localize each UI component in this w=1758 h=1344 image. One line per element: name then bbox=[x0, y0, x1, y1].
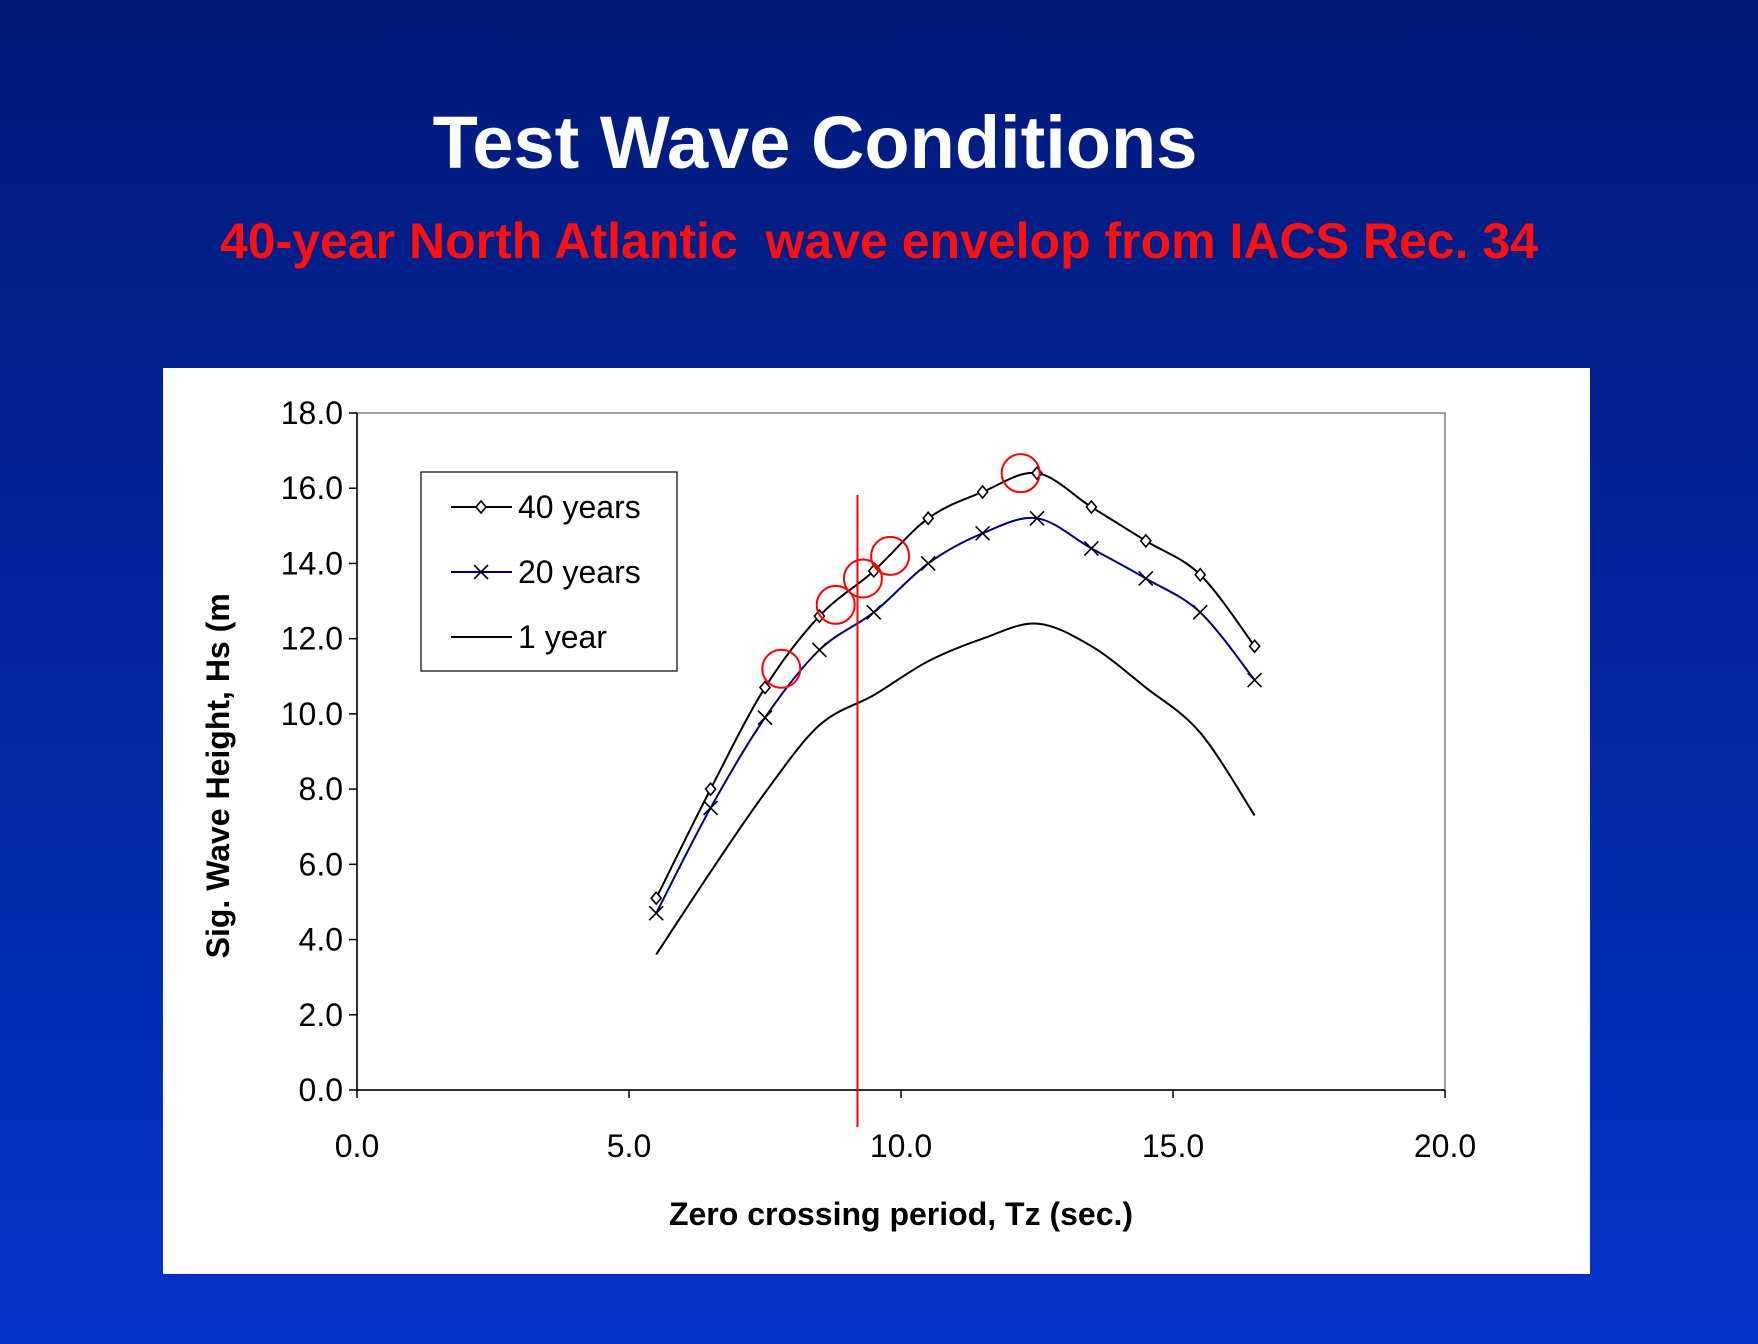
legend-marker bbox=[474, 499, 488, 515]
series-line-40-years bbox=[655, 471, 1256, 899]
y-tick-label: 18.0 bbox=[281, 395, 343, 431]
y-tick-label: 6.0 bbox=[299, 846, 343, 882]
data-point-20-years bbox=[920, 555, 936, 572]
series-line-20-years bbox=[655, 516, 1256, 914]
y-tick-label: 12.0 bbox=[281, 621, 343, 657]
y-tick-label: 10.0 bbox=[281, 696, 343, 732]
data-point-40-years bbox=[1085, 499, 1098, 515]
data-point-40-years bbox=[976, 484, 989, 500]
wave-height-chart: 0.0 2.0 4.0 6.0 8.0 10.0 12.0 14.0 16.0 18.0 0.0 5.… bbox=[200, 395, 1476, 1232]
x-axis-title: Zero crossing period, Tz (sec.) bbox=[669, 1196, 1133, 1232]
data-point-40-years bbox=[1139, 533, 1152, 549]
legend-label: 40 years bbox=[518, 489, 641, 525]
x-tick-label: 20.0 bbox=[1414, 1128, 1476, 1164]
data-point-40-years bbox=[704, 781, 717, 797]
data-point-40-years bbox=[650, 890, 663, 906]
slide-title: Test Wave Conditions bbox=[432, 101, 1198, 184]
data-point-20-years bbox=[757, 710, 773, 726]
y-tick-label: 8.0 bbox=[299, 771, 343, 807]
data-point-20-years bbox=[703, 800, 719, 816]
data-point-20-years bbox=[1083, 540, 1099, 556]
data-point-40-years bbox=[758, 680, 772, 695]
data-point-20-years bbox=[648, 905, 664, 921]
highlight-circle bbox=[761, 648, 802, 689]
data-point-20-years bbox=[866, 604, 882, 620]
data-point-40-years bbox=[1194, 567, 1207, 582]
data-point-20-years bbox=[1029, 510, 1045, 526]
data-point-20-years bbox=[975, 525, 991, 541]
highlight-circle bbox=[870, 535, 911, 576]
legend-label: 20 years bbox=[518, 554, 641, 590]
y-axis-title: Sig. Wave Height, Hs (m bbox=[200, 593, 236, 958]
highlight-circle bbox=[842, 558, 883, 599]
x-tick-label: 5.0 bbox=[607, 1128, 651, 1164]
slide-subtitle: 40-year North Atlantic wave envelop from… bbox=[219, 213, 1539, 269]
y-tick-label: 2.0 bbox=[299, 997, 343, 1033]
data-point-40-years bbox=[922, 511, 935, 526]
series-line-1-year bbox=[655, 622, 1256, 956]
y-tick-label: 16.0 bbox=[281, 470, 343, 506]
data-point-20-years bbox=[1192, 604, 1208, 620]
chart-panel: 0.0 2.0 4.0 6.0 8.0 10.0 12.0 14.0 16.0 18.0 0.0 5.… bbox=[163, 368, 1590, 1274]
y-tick-label: 14.0 bbox=[281, 545, 343, 581]
y-tick-label: 0.0 bbox=[299, 1072, 343, 1108]
x-tick-label: 15.0 bbox=[1142, 1128, 1204, 1164]
data-point-20-years bbox=[1247, 672, 1263, 688]
legend-label: 1 year bbox=[518, 619, 607, 655]
x-tick-label: 10.0 bbox=[870, 1128, 932, 1164]
highlight-circle bbox=[1000, 453, 1041, 494]
x-tick-label: 0.0 bbox=[335, 1128, 379, 1164]
legend-marker bbox=[473, 564, 489, 580]
data-point-20-years bbox=[1138, 570, 1154, 587]
data-point-40-years bbox=[1248, 638, 1261, 654]
data-point-20-years bbox=[811, 642, 827, 658]
y-tick-label: 4.0 bbox=[299, 922, 343, 958]
highlight-circle bbox=[815, 584, 856, 625]
